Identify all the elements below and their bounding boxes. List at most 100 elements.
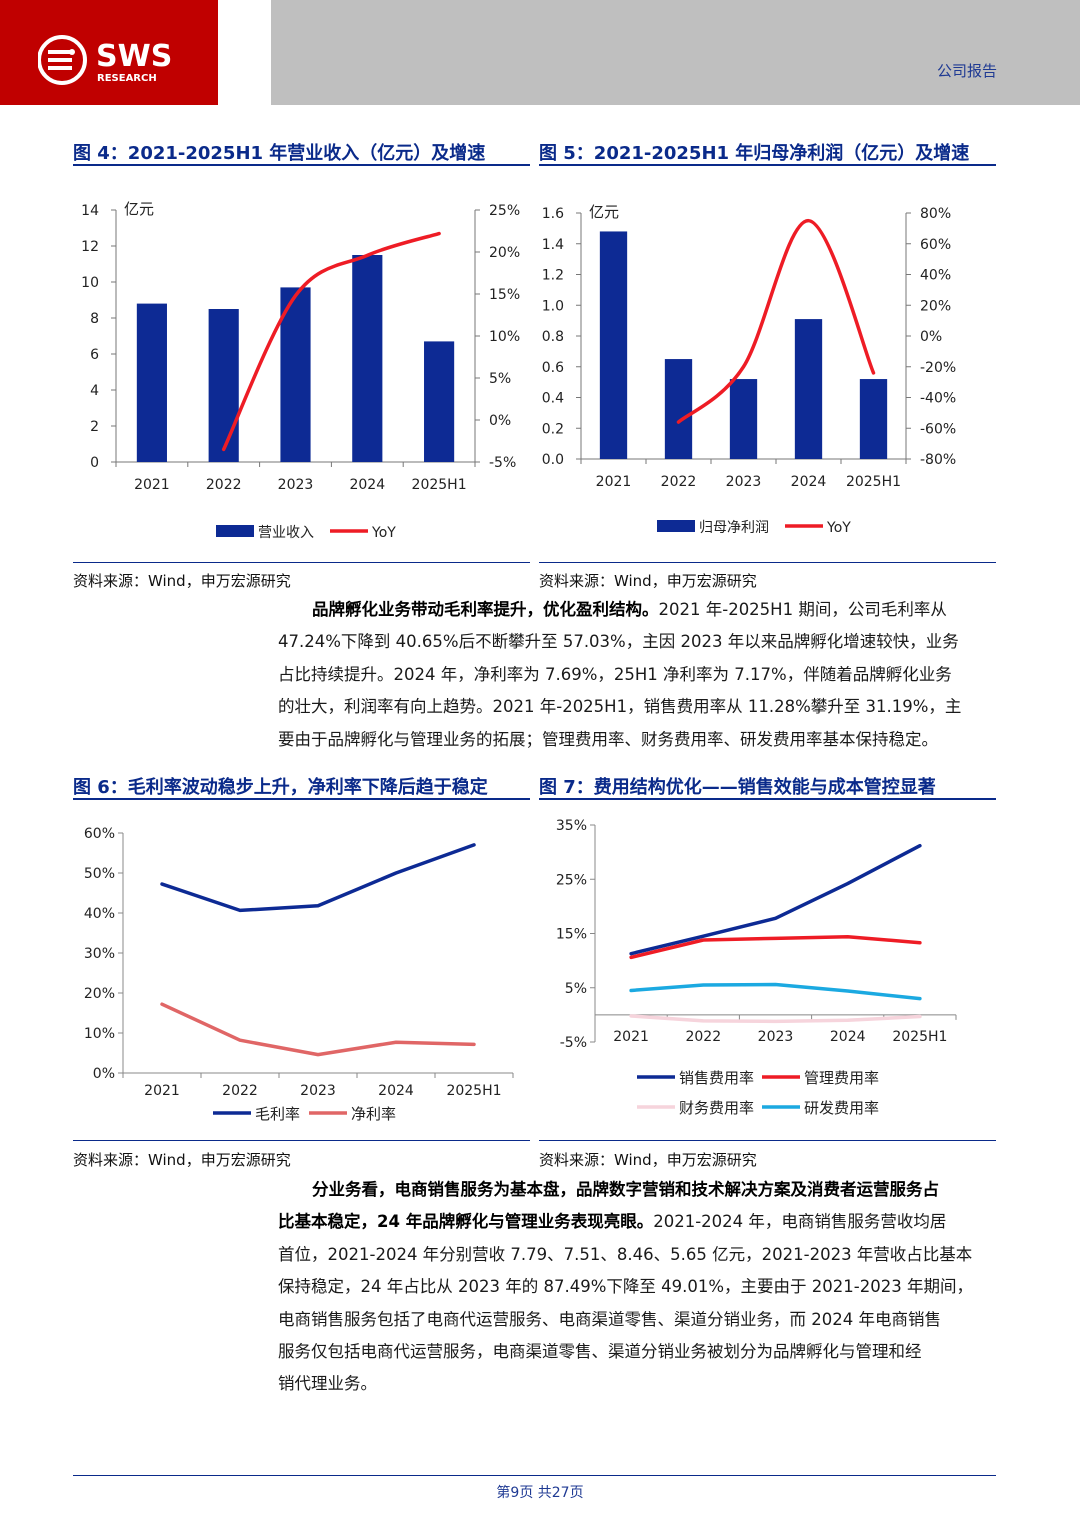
para2-lead-2: 比基本稳定，24 年品牌孵化与管理业务表现亮眼。 <box>278 1212 654 1232</box>
fig7-y-tick-label: 5% <box>565 981 587 997</box>
para1-line-2: 占比持续提升。2024 年，净利率为 7.69%，25H1 净利率为 7.17%… <box>278 664 952 684</box>
fig5-y2-tick-label: 80% <box>920 206 951 222</box>
fig5-y-tick-label: 0.6 <box>542 360 564 376</box>
fig7-y-tick-label: 35% <box>556 818 587 834</box>
para1-line-4: 要由于品牌孵化与管理业务的拓展；管理费用率、财务费用率、研发费用率基本保持稳定。 <box>278 729 938 749</box>
fig4-bar <box>352 255 383 462</box>
fig6-series-line <box>160 843 476 913</box>
para1-line-3: 的壮大，利润率有向上趋势。2021 年-2025H1，销售费用率从 11.28%… <box>278 697 962 717</box>
fig4-y2-tick-label: 0% <box>489 413 511 429</box>
svg-text:RESEARCH: RESEARCH <box>97 73 157 84</box>
fig5-title: 图 5：2021-2025H1 年归母净利润（亿元）及增速 <box>539 143 970 164</box>
fig6-chart: 0% 10% 20% 30% 40% 50% 60% 2021 2022 2023 2024 2025… <box>84 826 514 1123</box>
report-type-label: 公司报告 <box>936 62 997 80</box>
fig6-title-rule <box>73 798 530 800</box>
fig5-y2-tick-label: 20% <box>920 298 951 314</box>
fig6-y-tick-label: 0% <box>93 1066 115 1082</box>
para2-lead-1: 分业务看，电商销售服务为基本盘，品牌数字营销和技术解决方案及消费者运营服务占 <box>312 1180 939 1199</box>
fig6-x-tick-label: 2023 <box>300 1083 336 1099</box>
fig6-y-tick-label: 20% <box>84 986 115 1002</box>
fig6-x-tick-label: 2024 <box>378 1083 414 1099</box>
fig5-title-rule <box>539 164 996 166</box>
fig7-legend-label: 管理费用率 <box>804 1069 879 1087</box>
fig4-bottom-rule <box>73 562 530 563</box>
fig7-x-tick-label: 2025H1 <box>892 1029 947 1045</box>
para2-line-1: 保持稳定，24 年占比从 2023 年的 87.49%下降至 49.01%，主要… <box>278 1277 973 1297</box>
fig4-x-tick-label: 2024 <box>349 477 385 493</box>
paragraph-business-segments: 分业务看，电商销售服务为基本盘，品牌数字营销和技术解决方案及消费者运营服务占 比… <box>278 1174 996 1401</box>
svg-text:SWS: SWS <box>96 39 172 74</box>
fig4-y-tick-label: 8 <box>90 311 99 327</box>
fig5-bar <box>729 379 758 459</box>
fig4-chart: 亿元 0 2 4 6 8 10 12 14 -5% 0% 5% 10% 15% 20% 25% 2021 2022… <box>81 200 520 541</box>
fig5-bar <box>859 379 888 459</box>
fig5-x-tick-label: 2024 <box>791 474 827 490</box>
fig4-y-tick-label: 0 <box>90 455 99 471</box>
fig4-x-tick-label: 2025H1 <box>412 477 467 493</box>
fig6-x-tick-label: 2021 <box>144 1083 180 1099</box>
fig7-source: 资料来源：Wind，申万宏源研究 <box>539 1151 757 1169</box>
fig7-x-tick-label: 2023 <box>758 1029 794 1045</box>
paragraph-margin-structure: 品牌孵化业务带动毛利率提升，优化盈利结构。2021 年-2025H1 期间，公司… <box>278 594 996 756</box>
fig7-title-rule <box>539 798 996 800</box>
fig6-y-tick-label: 60% <box>84 826 115 842</box>
para1-line-1: 47.24%下降到 40.65%后不断攀升至 57.03%，主因 2023 年以… <box>278 632 959 652</box>
fig6-y-tick-label: 10% <box>84 1026 115 1042</box>
para2-line-4: 销代理业务。 <box>278 1374 377 1394</box>
para2-line-2: 电商销售服务包括了电商代运营服务、电商渠道零售、渠道分销业务，而 2024 年电… <box>278 1309 941 1329</box>
fig4-y-tick-label: 12 <box>81 239 99 255</box>
fig7-y-tick-label: 15% <box>556 927 587 943</box>
fig5-y-tick-label: 1.4 <box>542 237 564 253</box>
header-gray-band <box>271 0 1080 105</box>
fig5-y-tick-label: 0.4 <box>542 391 564 407</box>
fig5-y-tick-label: 1.6 <box>542 206 564 222</box>
fig4-legend-line-label: YoY <box>371 525 396 541</box>
fig4-bar <box>136 303 167 462</box>
fig5-y-tick-label: 0.8 <box>542 329 564 345</box>
fig4-title: 图 4：2021-2025H1 年营业收入（亿元）及增速 <box>73 143 486 164</box>
fig5-chart: 亿元 0.0 0.2 0.4 0.6 0.8 1.0 1.2 1.4 1.6 -80% -60% -40… <box>542 203 956 536</box>
fig5-y2-tick-label: 40% <box>920 268 951 284</box>
fig7-x-tick-label: 2022 <box>685 1029 721 1045</box>
page-number: 第9页 共27页 <box>496 1485 584 1501</box>
para1-line-0: 2021 年-2025H1 期间，公司毛利率从 <box>658 600 947 619</box>
fig4-x-tick-label: 2022 <box>206 477 242 493</box>
fig4-title-rule <box>73 164 530 166</box>
fig5-y2-tick-label: 60% <box>920 237 951 253</box>
fig5-y-tick-label: 1.0 <box>542 298 564 314</box>
footer-rule <box>73 1475 996 1476</box>
fig5-bar <box>664 359 693 459</box>
fig7-series-line <box>629 935 922 960</box>
fig7-title: 图 7：费用结构优化——销售效能与成本管控显著 <box>539 777 936 798</box>
fig4-x-tick-label: 2023 <box>278 477 314 493</box>
para2-line-3: 服务仅包括电商代运营服务，电商渠道零售、渠道分销业务被划分为品牌孵化与管理和经 <box>278 1342 922 1362</box>
fig4-y2-tick-label: 5% <box>489 371 511 387</box>
fig7-series-line <box>629 982 922 1001</box>
fig6-x-tick-label: 2025H1 <box>446 1083 501 1099</box>
fig6-source: 资料来源：Wind，申万宏源研究 <box>73 1151 291 1169</box>
fig5-y-tick-label: 1.2 <box>542 268 564 284</box>
fig6-y-tick-label: 40% <box>84 906 115 922</box>
fig7-chart: -5% 5% 15% 25% 35% 2021 2022 2023 2024 2025H1 销售费用… <box>556 818 957 1117</box>
fig5-y-tick-label: 0.2 <box>542 421 564 437</box>
fig6-legend-label: 净利率 <box>351 1105 396 1123</box>
fig4-y-tick-label: 2 <box>90 419 99 435</box>
para2-line-rest: 2021-2024 年，电商销售服务营收均居 <box>653 1212 947 1232</box>
fig5-x-tick-label: 2022 <box>661 474 697 490</box>
fig5-x-tick-label: 2021 <box>596 474 632 490</box>
fig4-bar <box>424 341 455 462</box>
fig7-x-tick-label: 2021 <box>613 1029 649 1045</box>
fig5-y2-tick-label: -80% <box>920 452 956 468</box>
fig7-y-tick-label: -5% <box>560 1035 587 1051</box>
fig4-yoy-line <box>221 231 441 452</box>
fig6-bottom-rule <box>73 1140 530 1141</box>
fig4-y-tick-label: 4 <box>90 383 99 399</box>
fig5-y-tick-label: 0.0 <box>542 452 564 468</box>
header-red-block <box>0 0 218 105</box>
fig4-y-tick-label: 6 <box>90 347 99 363</box>
fig4-y2-tick-label: 10% <box>489 329 520 345</box>
fig7-x-tick-label: 2024 <box>830 1029 866 1045</box>
fig5-yoy-line <box>676 218 876 424</box>
fig5-bar <box>794 319 823 459</box>
fig6-y-tick-label: 50% <box>84 866 115 882</box>
